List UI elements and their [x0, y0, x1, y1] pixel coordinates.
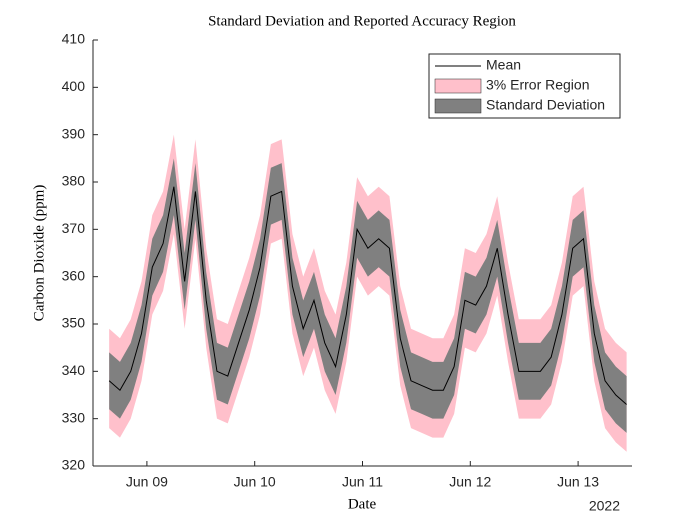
y-tick-label: 360: [62, 267, 86, 283]
legend-swatch: [434, 78, 482, 94]
y-tick-label: 330: [62, 409, 86, 425]
y-tick-label: 320: [62, 457, 86, 473]
legend-label: Mean: [486, 57, 521, 73]
legend-label: Standard Deviation: [486, 97, 605, 113]
mean-line: [108, 186, 627, 405]
y-axis-label: Carbon Dioxide (ppm): [31, 185, 47, 322]
y-tick-label: 400: [62, 78, 86, 94]
x-axis-label: Date: [348, 496, 377, 512]
y-tick-label: 410: [62, 31, 86, 47]
band: [109, 134, 627, 452]
x-tick-label: Jun 13: [557, 474, 599, 490]
x-tick-label: Jun 12: [449, 474, 491, 490]
y-tick-label: 390: [62, 125, 86, 141]
x-tick-label: Jun 10: [234, 474, 276, 490]
y-tick-label: 350: [62, 315, 86, 331]
legend-label: 3% Error Region: [486, 77, 590, 93]
x-tick-label: Jun 11: [342, 474, 383, 490]
y-tick-label: 380: [62, 173, 86, 189]
chart-title: Standard Deviation and Reported Accuracy…: [208, 13, 516, 29]
y-tick-label: 340: [62, 362, 86, 378]
x-year-label: 2022: [589, 498, 620, 514]
legend-swatch: [434, 98, 482, 114]
x-tick-label: Jun 09: [126, 474, 168, 490]
y-tick-label: 370: [62, 220, 86, 236]
band: [109, 158, 627, 433]
